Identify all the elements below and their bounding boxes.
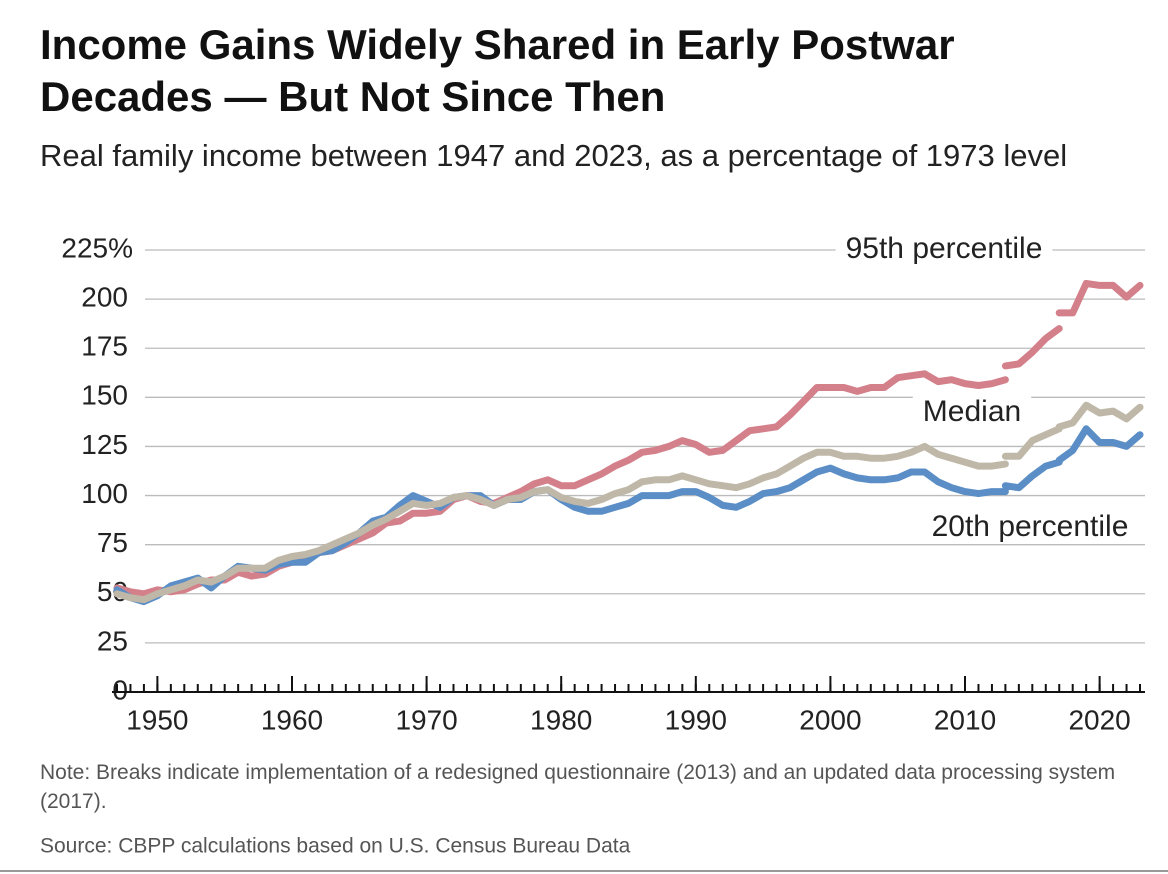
y-tick-label: 100 (81, 478, 128, 509)
series-line (113, 279, 1144, 598)
x-tick-label: 1960 (261, 704, 323, 735)
series-label: 95th percentile (846, 232, 1043, 265)
y-tick-label: 0 (112, 674, 128, 705)
chart-subtitle: Real family income between 1947 and 2023… (40, 138, 1067, 173)
y-tick-label: 25 (97, 625, 128, 656)
label-background (921, 509, 1139, 543)
x-tick-label: 1990 (665, 704, 727, 735)
x-tick-label: 1950 (126, 704, 188, 735)
series-label: Median (923, 395, 1021, 428)
y-tick-label: 75 (97, 527, 128, 558)
y-tick-label: 200 (81, 282, 128, 313)
y-tick-label: 175 (81, 331, 128, 362)
x-tick-label: 2020 (1068, 704, 1130, 735)
x-tick-label: 2000 (799, 704, 861, 735)
source: Source: CBPP calculations based on U.S. … (40, 835, 631, 858)
y-tick-label: 125 (81, 429, 128, 460)
label-background (835, 231, 1053, 265)
note-box: Note: Breaks indicate implementation of … (40, 761, 1116, 813)
y-tick-label: 150 (81, 380, 128, 411)
y-tick-label: 225% (61, 232, 133, 263)
series-label: 20th percentile (932, 510, 1129, 543)
chart-title: Income Gains Widely Shared in Early Post… (40, 21, 955, 120)
x-tick-label: 1970 (395, 704, 457, 735)
x-tick-label: 1980 (530, 704, 592, 735)
x-tick-label: 2010 (934, 704, 996, 735)
note: Note: Breaks indicate implementation of … (40, 761, 1116, 813)
label-background (912, 394, 1032, 428)
series-line (113, 401, 1144, 604)
